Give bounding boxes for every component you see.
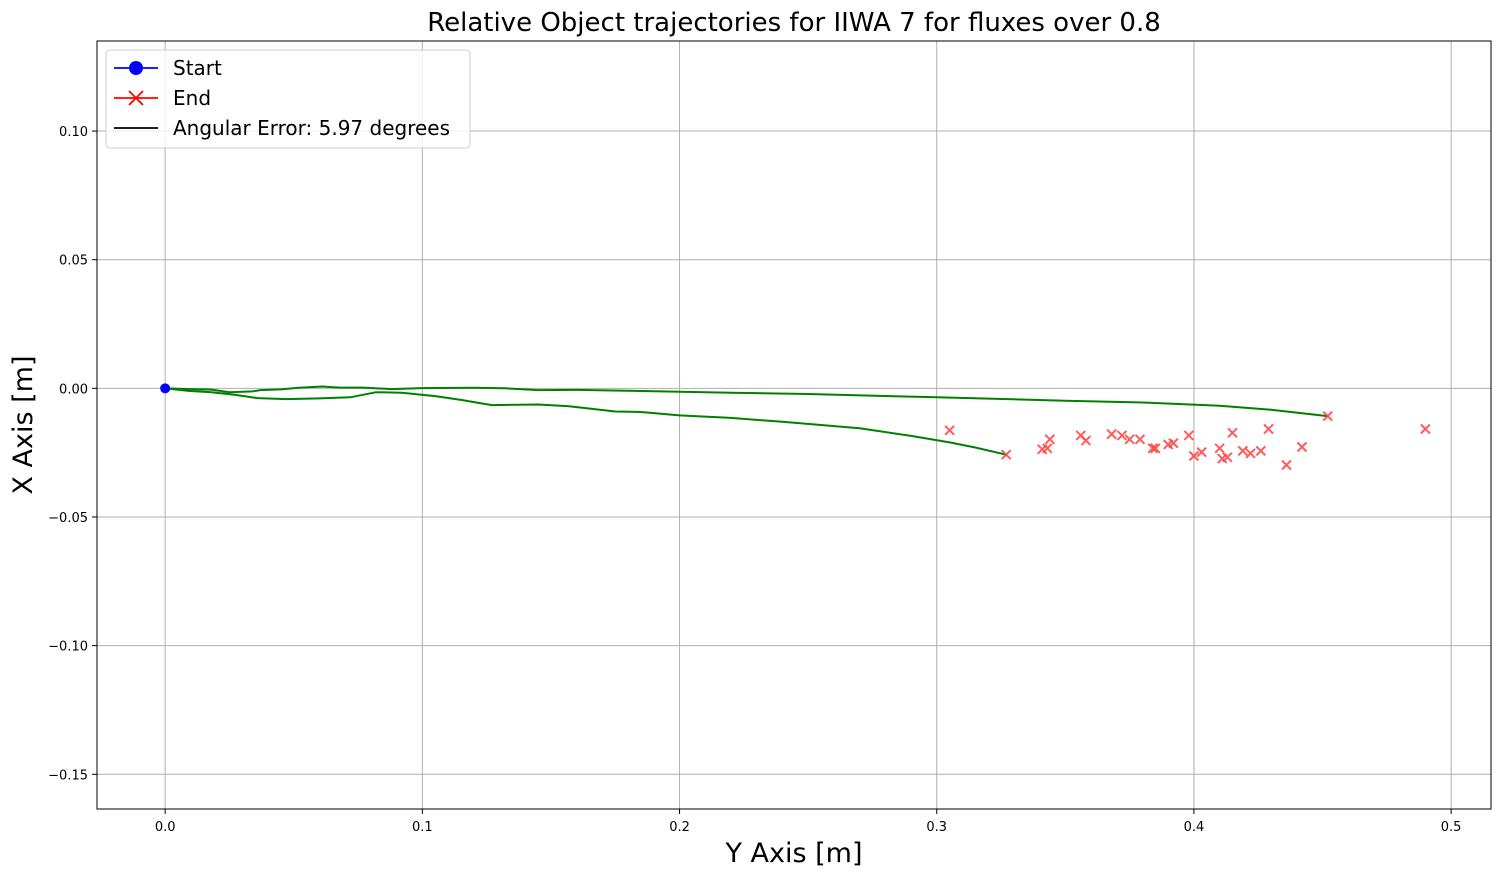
end-marker (1263, 423, 1274, 435)
y-ticks: −0.15 −0.10 −0.05 0.00 0.05 0.10 (48, 125, 97, 783)
legend-start-marker (129, 61, 143, 75)
trajectory-layer (165, 385, 1328, 456)
end-marker (1150, 443, 1161, 454)
legend-start-label: Start (173, 56, 222, 80)
end-marker (1196, 446, 1207, 458)
end-marker (1147, 443, 1158, 454)
legend-end-label: End (173, 86, 211, 110)
x-axis-label: Y Axis [m] (724, 838, 862, 869)
trajectory-line (165, 387, 1007, 456)
y-tick-label: 0.05 (59, 254, 88, 269)
legend-entry-angular-error: Angular Error: 5.97 degrees (114, 116, 450, 140)
start-marker (160, 383, 171, 394)
end-marker (1124, 434, 1135, 445)
x-tick-label: 0.5 (1441, 820, 1462, 835)
end-marker (1168, 437, 1179, 449)
end-marker (1322, 410, 1333, 422)
plot-frame (96, 40, 1492, 810)
x-ticks: 0.0 0.1 0.2 0.3 0.4 0.5 (155, 809, 1462, 835)
y-tick-label: −0.15 (48, 768, 88, 783)
end-marker (1420, 423, 1431, 435)
x-tick-label: 0.1 (412, 820, 433, 835)
trajectory-line (165, 385, 1328, 418)
chart-title: Relative Object trajectories for IIWA 7 … (427, 8, 1161, 38)
legend-end-marker (128, 90, 144, 106)
start-marker-layer (160, 383, 171, 394)
legend-box (105, 49, 471, 149)
y-tick-label: 0.10 (59, 125, 88, 140)
end-marker (1116, 430, 1128, 441)
y-tick-label: 0.00 (59, 382, 88, 397)
legend-angular-error-label: Angular Error: 5.97 degrees (173, 116, 450, 140)
end-marker (1296, 441, 1308, 453)
end-marker (1106, 428, 1117, 440)
end-marker (1042, 443, 1053, 454)
end-marker (1134, 434, 1146, 445)
x-tick-label: 0.0 (155, 820, 176, 835)
end-marker (1245, 448, 1256, 459)
y-tick-label: −0.10 (48, 640, 88, 655)
end-marker (1188, 450, 1200, 462)
y-axis-label: X Axis [m] (8, 355, 39, 494)
legend-entry-end: End (114, 86, 211, 110)
x-tick-label: 0.4 (1184, 820, 1205, 835)
end-marker (1281, 459, 1292, 471)
end-marker (944, 425, 955, 436)
end-marker (1237, 445, 1249, 457)
x-tick-label: 0.3 (926, 820, 947, 835)
end-marker (1222, 452, 1233, 463)
x-tick-label: 0.2 (669, 820, 690, 835)
legend: Start End Angular Error: 5.97 degrees (105, 49, 471, 149)
end-marker (1227, 427, 1238, 439)
legend-entry-start: Start (114, 56, 222, 80)
end-marker (1080, 435, 1092, 446)
end-marker (1044, 434, 1056, 445)
end-markers-layer (944, 410, 1431, 471)
y-tick-label: −0.05 (48, 511, 88, 526)
end-marker (1214, 443, 1225, 454)
end-marker (1000, 449, 1012, 460)
grid-lines (97, 41, 1491, 809)
end-marker (1255, 445, 1267, 457)
end-marker (1183, 430, 1195, 441)
